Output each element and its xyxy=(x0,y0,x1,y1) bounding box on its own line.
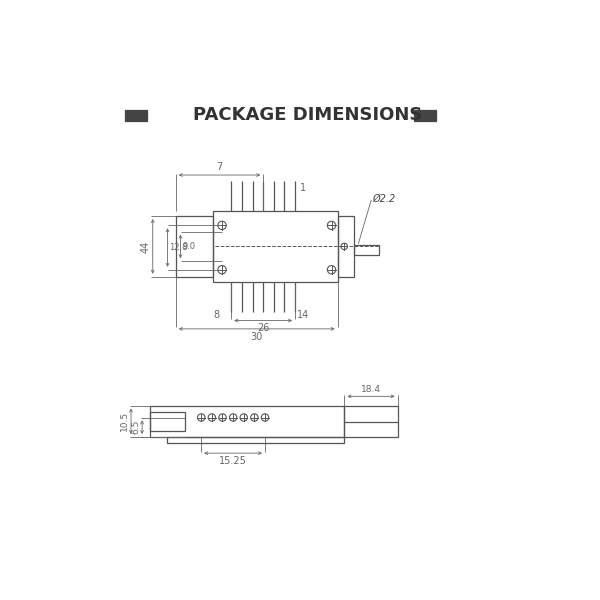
Text: 10.5: 10.5 xyxy=(120,411,129,431)
Text: 44: 44 xyxy=(140,240,151,253)
Text: 14: 14 xyxy=(298,310,310,320)
Bar xyxy=(414,110,436,121)
Text: PACKAGE DIMENSIONS: PACKAGE DIMENSIONS xyxy=(193,106,422,124)
Text: 26: 26 xyxy=(257,323,269,334)
Text: 30: 30 xyxy=(251,332,263,341)
Text: 8: 8 xyxy=(214,310,220,320)
Text: 18.4: 18.4 xyxy=(361,385,381,394)
Bar xyxy=(167,437,344,443)
Bar xyxy=(151,406,344,437)
Bar xyxy=(125,110,147,121)
Bar xyxy=(213,211,338,282)
Text: 12.8: 12.8 xyxy=(169,243,188,252)
Bar xyxy=(354,245,379,255)
Bar xyxy=(338,216,354,277)
Bar xyxy=(176,216,213,277)
Text: 9.0: 9.0 xyxy=(182,242,196,251)
Bar xyxy=(344,406,398,437)
Text: 7: 7 xyxy=(217,162,223,172)
Text: Ø2.2: Ø2.2 xyxy=(372,194,395,204)
Text: 1: 1 xyxy=(299,183,306,193)
Text: 15.25: 15.25 xyxy=(219,456,247,466)
Text: 6.5: 6.5 xyxy=(131,420,140,434)
Bar xyxy=(151,412,185,431)
